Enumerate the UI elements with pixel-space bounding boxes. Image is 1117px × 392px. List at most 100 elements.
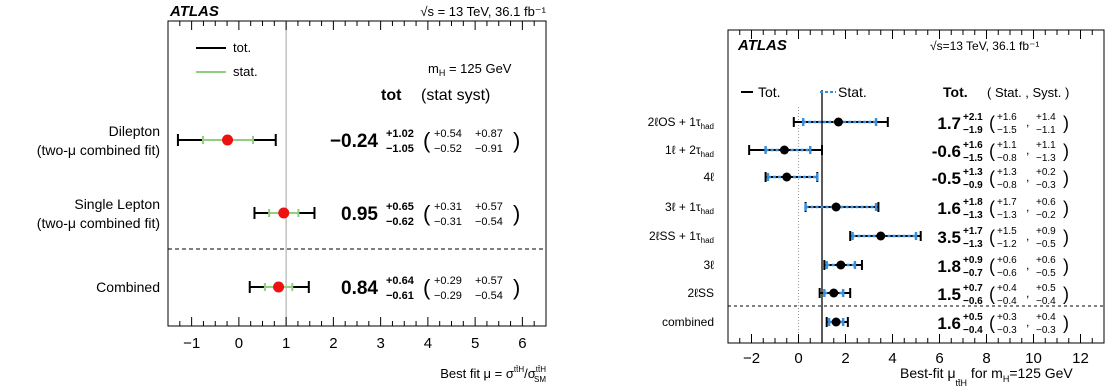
right-paren-open: (	[989, 256, 995, 276]
right-stat-up: +0.4	[997, 283, 1017, 294]
left-x-tick-label: 6	[518, 335, 526, 352]
left-row-label: Single Lepton	[74, 196, 160, 212]
right-syst-down: −0.5	[1036, 239, 1056, 250]
right-total-error-bar	[824, 260, 862, 270]
right-x-tick-label: 10	[1025, 350, 1042, 367]
right-separator: ,	[1026, 286, 1029, 300]
right-x-axis-title: Best-fit μtt̄H for mH=125 GeV	[900, 365, 1073, 388]
left-stat-up: +0.31	[434, 201, 462, 213]
right-stat-down: −0.8	[997, 180, 1017, 191]
right-x-tick-label: 2	[841, 350, 849, 367]
right-stat-error-bar	[824, 289, 843, 297]
right-paren-open: (	[989, 313, 995, 333]
left-central-value: 0.84	[341, 278, 378, 299]
left-syst-down: −0.91	[475, 143, 503, 155]
right-stat-error-bar	[806, 203, 877, 211]
left-stat-down: −0.29	[434, 290, 462, 302]
left-chart: ATLAS √s = 13 TeV, 36.1 fb⁻¹ tot. stat. …	[0, 0, 560, 392]
right-syst-down: −0.2	[1036, 210, 1056, 221]
left-tot-down: −0.62	[386, 216, 414, 228]
right-legend-stat-label: Stat.	[838, 84, 867, 100]
left-paren-close: )	[513, 275, 520, 300]
right-total-error-bar	[749, 145, 822, 155]
left-stat-up: +0.54	[434, 128, 462, 140]
left-row-label: Combined	[96, 279, 160, 295]
right-atlas-label: ATLAS	[737, 37, 787, 54]
right-syst-down: −0.4	[1036, 296, 1056, 307]
left-row-label: (two-μ combined fit)	[37, 215, 160, 231]
left-legend-tot-label: tot.	[233, 40, 251, 55]
right-central-point	[829, 289, 838, 298]
right-syst-down: −0.3	[1036, 180, 1056, 191]
right-stat-up: +1.6	[997, 112, 1017, 123]
right-stat-up: +0.6	[997, 255, 1017, 266]
left-tot-up: +0.64	[386, 275, 415, 287]
right-total-error-bar	[827, 317, 848, 327]
left-stat-down: −0.31	[434, 216, 462, 228]
right-energy-label: √s=13 TeV, 36.1 fb⁻¹	[930, 39, 1039, 53]
right-syst-up: +1.1	[1036, 140, 1056, 151]
right-syst-down: −1.3	[1036, 153, 1056, 164]
left-syst-up: +0.57	[475, 275, 503, 287]
right-separator: ,	[1026, 229, 1029, 243]
right-stat-error-bar	[829, 318, 843, 326]
left-paren-close: )	[513, 201, 520, 226]
right-syst-down: −0.5	[1036, 268, 1056, 279]
right-tot-up: +1.3	[963, 167, 983, 178]
right-stat-up: +1.7	[997, 197, 1017, 208]
right-stat-error-bar	[766, 146, 811, 154]
right-central-value: -0.6	[932, 142, 961, 161]
right-paren-open: (	[989, 141, 995, 161]
right-central-value: 1.5	[937, 285, 961, 304]
right-tot-up: +2.1	[963, 112, 983, 123]
left-x-tick-label: 1	[282, 335, 290, 352]
right-stat-down: −0.3	[997, 325, 1017, 336]
left-header-breakdown: (stat syst)	[421, 87, 490, 104]
left-rows: Dilepton (two-μ combined fit) −0.24 +1.02 −1…	[37, 123, 521, 302]
right-x-tick-label: 6	[935, 350, 943, 367]
right-frame	[728, 30, 1104, 343]
left-x-tick-label: 3	[376, 335, 384, 352]
right-tot-up: +0.7	[963, 283, 983, 294]
right-paren-open: (	[989, 227, 995, 247]
right-central-point	[836, 261, 845, 270]
left-syst-down: −0.54	[475, 290, 503, 302]
left-syst-up: +0.57	[475, 201, 503, 213]
right-tot-up: +1.8	[963, 197, 983, 208]
right-syst-down: −0.3	[1036, 325, 1056, 336]
right-paren-close: )	[1063, 113, 1069, 133]
right-stat-up: +1.5	[997, 226, 1017, 237]
right-syst-up: +1.4	[1036, 112, 1056, 123]
right-paren-close: )	[1063, 284, 1069, 304]
left-syst-up: +0.87	[475, 128, 503, 140]
right-row-label: 2ℓSS + 1τhad	[649, 229, 714, 245]
left-paren-close: )	[513, 128, 520, 153]
right-central-value: 1.7	[937, 114, 961, 133]
right-x-axis: −2 0 2 4 6 8 10 12	[728, 30, 1104, 367]
right-x-tick-label: −2	[743, 350, 760, 367]
left-x-tick-label: 2	[329, 335, 337, 352]
right-stat-down: −0.4	[997, 296, 1017, 307]
left-central-value: 0.95	[341, 204, 378, 225]
right-row-label: combined	[662, 315, 714, 329]
right-row-label: 1ℓ + 2τhad	[665, 143, 714, 159]
left-header-tot: tot	[381, 87, 402, 104]
right-tot-up: +1.7	[963, 226, 983, 237]
left-paren-open: (	[423, 128, 431, 153]
right-row-label: 3ℓ + 1τhad	[665, 200, 714, 216]
left-atlas-label: ATLAS	[169, 3, 219, 20]
right-separator: ,	[1026, 143, 1029, 157]
right-paren-close: )	[1063, 141, 1069, 161]
right-syst-up: +0.9	[1036, 226, 1056, 237]
right-stat-error-bar	[768, 173, 817, 181]
right-header-breakdown: ( Stat. , Syst. )	[987, 85, 1069, 100]
left-central-point	[273, 282, 284, 293]
left-mass-label: mH = 125 GeV	[428, 61, 512, 78]
right-row-label: 3ℓ	[703, 258, 714, 272]
right-paren-open: (	[989, 284, 995, 304]
left-stat-down: −0.52	[434, 143, 462, 155]
right-central-point	[832, 318, 841, 327]
right-central-value: 1.8	[937, 257, 961, 276]
right-tot-up: +0.5	[963, 312, 983, 323]
right-syst-up: +0.5	[1036, 283, 1056, 294]
